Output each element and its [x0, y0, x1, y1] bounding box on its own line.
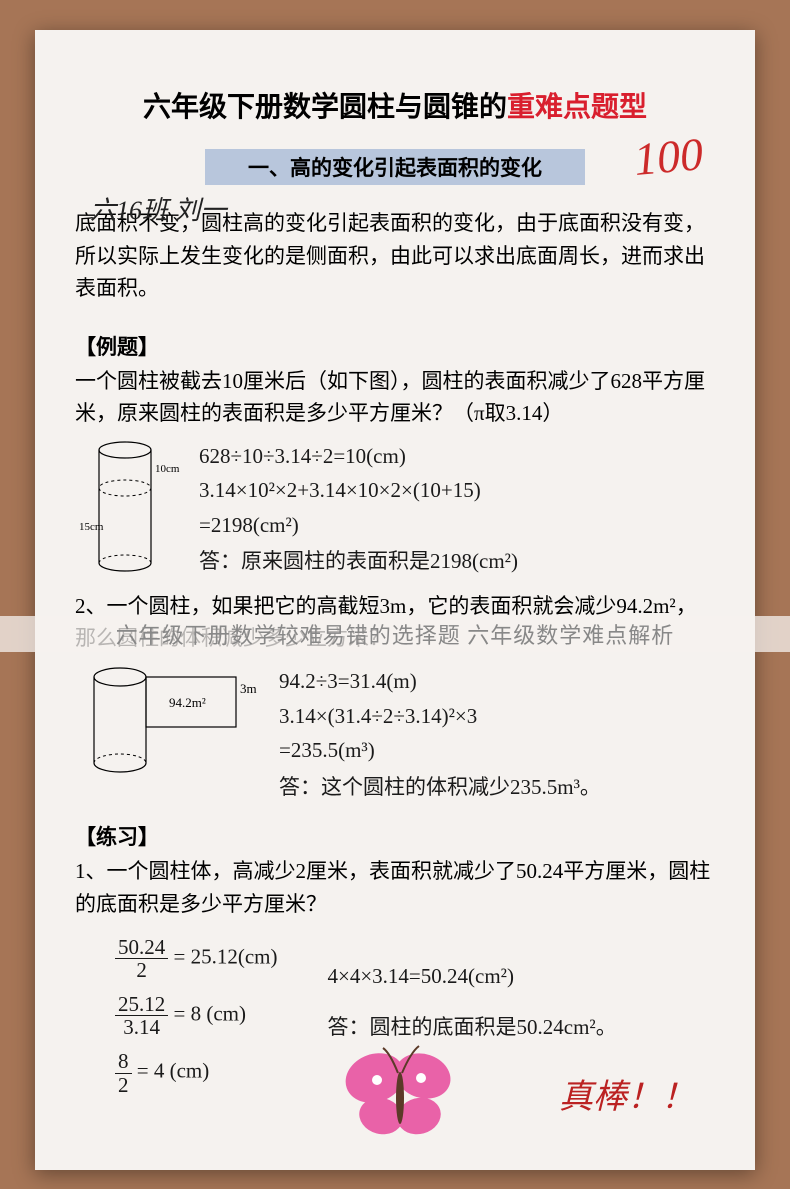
teacher-praise: 真棒！！ — [559, 1069, 695, 1118]
example-2-row: 94.2m² 3m 94.2÷3=31.4(m) 3.14×(31.4÷2÷3.… — [85, 663, 715, 805]
cylinder-diagram-1: 10cm 15cm — [85, 438, 175, 578]
example-2-handwork: 94.2÷3=31.4(m) 3.14×(31.4÷2÷3.14)²×3 =23… — [279, 663, 601, 805]
practice-left-column: 50.242 = 25.12(cm) 25.123.14 = 8 (cm) 82… — [115, 934, 278, 1097]
practice-label: 【练习】 — [75, 821, 715, 851]
diag1-bottom-dim: 15cm — [79, 521, 104, 533]
example-1-row: 10cm 15cm 628÷10÷3.14÷2=10(cm) 3.14×10²×… — [85, 438, 715, 580]
ex2-line-2: 3.14×(31.4÷2÷3.14)²×3 — [279, 700, 601, 733]
diag1-top-dim: 10cm — [155, 463, 180, 475]
diag2-height: 3m — [240, 681, 257, 696]
page-title: 六年级下册数学圆柱与圆锥的重难点题型 — [75, 85, 715, 125]
ex1-line-1: 628÷10÷3.14÷2=10(cm) — [199, 440, 518, 473]
ex2-line-1: 94.2÷3=31.4(m) — [279, 665, 601, 698]
example-1-handwork: 628÷10÷3.14÷2=10(cm) 3.14×10²×2+3.14×10×… — [199, 438, 518, 580]
ex1-answer: 答：原来圆柱的表面积是2198(cm²) — [199, 545, 518, 578]
practice-1-text: 1、一个圆柱体，高减少2厘米，表面积就减少了50.24平方厘米，圆柱的底面积是多… — [75, 855, 715, 920]
cylinder-diagram-2: 94.2m² 3m — [85, 663, 255, 783]
section-heading: 一、高的变化引起表面积的变化 — [205, 149, 585, 185]
pr-r1: 4×4×3.14=50.24(cm²) — [328, 960, 617, 993]
student-class-name: 六16班 刘一 — [90, 190, 227, 227]
pr-l3: 82 = 4 (cm) — [115, 1050, 278, 1095]
score-mark: 100 — [632, 127, 705, 186]
pr-l1: 50.242 = 25.12(cm) — [115, 936, 278, 981]
pr-l2: 25.123.14 = 8 (cm) — [115, 993, 278, 1038]
ex2-line-3: =235.5(m³) — [279, 734, 601, 767]
ex1-line-2: 3.14×10²×2+3.14×10×2×(10+15) — [199, 474, 518, 507]
example-1-text: 一个圆柱被截去10厘米后（如下图），圆柱的表面积减少了628平方厘米，原来圆柱的… — [75, 365, 715, 430]
ex1-line-3: =2198(cm²) — [199, 509, 518, 542]
diag2-area: 94.2m² — [169, 695, 206, 710]
worksheet-page: 六年级下册数学圆柱与圆锥的重难点题型 100 六16班 刘一 一、高的变化引起表… — [35, 30, 755, 1170]
butterfly-stamp-icon — [335, 1038, 465, 1148]
title-emphasis: 重难点题型 — [507, 92, 647, 123]
title-plain: 六年级下册数学圆柱与圆锥的 — [143, 92, 507, 123]
ex2-answer: 答：这个圆柱的体积减少235.5m³。 — [279, 771, 601, 804]
example-label: 【例题】 — [75, 331, 715, 361]
watermark-text: 六年级下册数学较难易错的选择题 六年级数学难点解析 — [0, 616, 790, 652]
